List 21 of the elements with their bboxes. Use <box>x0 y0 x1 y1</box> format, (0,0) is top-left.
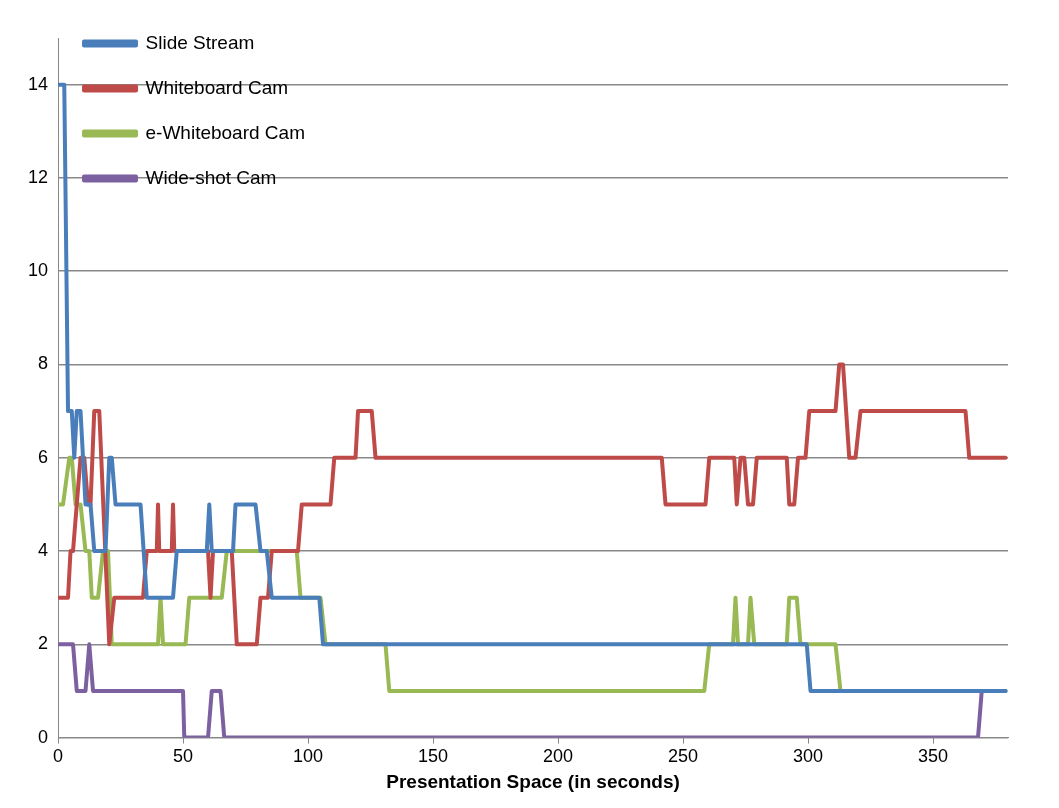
y-tick-label: 2 <box>38 633 49 654</box>
legend-label: e-Whiteboard Cam <box>145 121 305 143</box>
y-tick-label: 14 <box>27 73 49 94</box>
x-tick-label: 50 <box>173 746 194 767</box>
y-tick-label: 4 <box>38 540 49 561</box>
x-tick-label: 200 <box>542 746 574 767</box>
x-axis-title: Presentation Space (in seconds) <box>386 770 680 792</box>
y-tick-label: 12 <box>27 166 49 187</box>
x-tick-label: 350 <box>917 746 949 767</box>
x-tick-label: 250 <box>667 746 699 767</box>
legend-label: Whiteboard Cam <box>145 76 289 98</box>
x-tick-label: 150 <box>417 746 449 767</box>
legend-label: Slide Stream <box>145 31 255 53</box>
legend-label: Wide-shot Cam <box>145 166 277 188</box>
y-tick-label: 0 <box>38 726 49 747</box>
x-tick-label: 0 <box>53 746 64 767</box>
x-tick-label: 100 <box>292 746 324 767</box>
y-tick-label: 6 <box>38 446 49 467</box>
y-tick-label: 8 <box>38 353 49 374</box>
y-tick-label: 10 <box>27 260 49 281</box>
x-tick-label: 300 <box>792 746 824 767</box>
